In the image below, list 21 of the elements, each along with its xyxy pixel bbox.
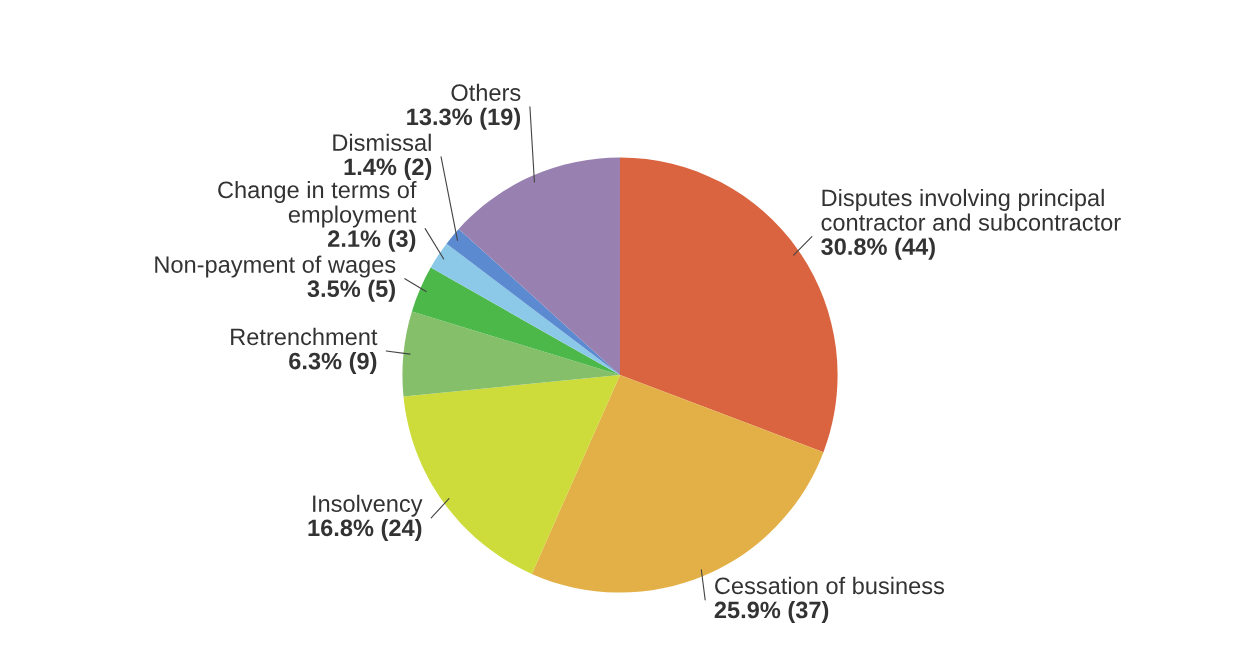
pie-slice [458,157,620,375]
pie-slice [402,311,620,397]
slice-label: Others [451,83,521,101]
data-label: 13.3% (19) [407,107,521,130]
pie-slice [430,243,620,375]
data-label: 6.3% (9) [289,352,377,375]
slice-label: Non-payment of wages [155,255,396,278]
slice-label: Disputes involving principal contractor and subcontractor [821,188,1121,231]
data-label: 1.4% (2) [344,157,432,180]
slice-label: Cessation of business [715,576,945,595]
slice-label: Change in terms of employment [218,180,417,228]
pie-slice [411,267,620,375]
data-label: 25.9% (37) [714,600,829,623]
data-label: 3.5% (5) [307,279,395,302]
data-label: 2.1% (3) [328,229,416,252]
data-label: 30.8% (44) [821,237,935,260]
pie-slice [531,375,824,593]
slice-label: Dismissal [333,133,431,152]
slice-label: Insolvency [313,494,423,517]
data-label: 16.8% (24) [308,518,422,541]
slice-label: Retrenchment [231,327,378,346]
